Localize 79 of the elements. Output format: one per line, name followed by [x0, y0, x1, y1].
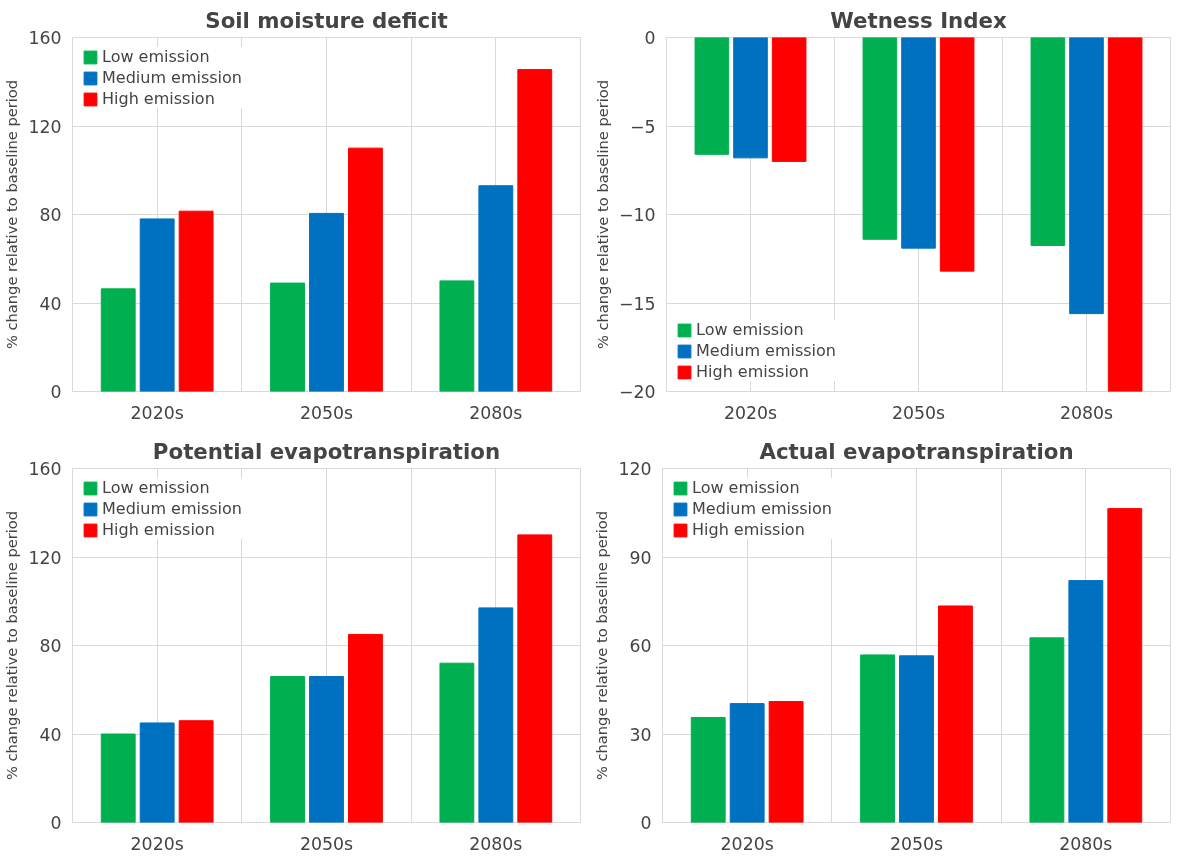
bar [478, 607, 514, 823]
bar [270, 675, 305, 823]
legend-label: Medium emission [696, 341, 836, 360]
y-tick-label: 160 [28, 28, 62, 48]
y-tick-label: 30 [629, 724, 652, 745]
y-tick-label: 120 [28, 547, 62, 568]
bar [270, 282, 305, 392]
bar [348, 633, 383, 823]
y-tick-label: 0 [50, 813, 62, 833]
y-tick-label: −5 [629, 116, 656, 137]
bar [139, 722, 175, 823]
y-tick-label: 80 [39, 205, 62, 225]
x-tick-label: 2020s [723, 402, 778, 423]
y-tick-label: 0 [50, 382, 62, 402]
legend-label: Low emission [696, 320, 804, 339]
legend-label: Low emission [102, 478, 210, 497]
y-tick-label: 120 [28, 116, 62, 137]
bar [938, 605, 973, 823]
bar [439, 280, 475, 392]
legend-label: Medium emission [102, 499, 242, 518]
y-tick-label: −10 [618, 205, 656, 225]
x-tick-label: 2020s [130, 833, 184, 854]
bar [178, 720, 214, 823]
legend-label: High emission [102, 89, 215, 108]
y-tick-label: 40 [39, 724, 62, 745]
bar [178, 210, 214, 392]
legend-label: Medium emission [692, 499, 832, 518]
bar [309, 675, 344, 823]
x-tick-label: 2080s [469, 833, 523, 854]
bar [768, 701, 804, 823]
y-axis-title: % change relative to baseline period [3, 510, 21, 781]
y-tick-label: 120 [618, 459, 652, 479]
bar [478, 185, 514, 392]
x-tick-label: 2080s [469, 402, 523, 423]
bar [517, 534, 553, 823]
y-axis-title: % change relative to baseline period [3, 79, 21, 350]
y-tick-label: −20 [618, 382, 656, 402]
x-tick-label: 2050s [299, 833, 354, 854]
y-tick-label: 0 [640, 813, 652, 833]
y-tick-label: 60 [629, 636, 652, 656]
bar [100, 288, 136, 392]
bar [100, 733, 136, 823]
bar [517, 69, 553, 392]
x-tick-label: 2080s [1059, 833, 1113, 854]
y-tick-label: 80 [39, 636, 62, 656]
bar [309, 212, 344, 392]
y-axis-title: % change relative to baseline period [593, 510, 611, 781]
bar [348, 147, 383, 392]
bar [1029, 637, 1065, 823]
chart-title: Wetness Index [830, 7, 1007, 33]
y-tick-label: 0 [644, 28, 656, 48]
chart-title: Actual evapotranspiration [759, 438, 1074, 464]
bar [1068, 580, 1104, 823]
legend-label: Low emission [692, 478, 800, 497]
legend-label: Low emission [102, 47, 210, 66]
bar [899, 655, 934, 823]
y-tick-label: −15 [618, 293, 656, 314]
x-tick-label: 2050s [889, 833, 944, 854]
bar [729, 703, 765, 823]
y-axis-title: % change relative to baseline period [593, 79, 611, 350]
chart-title: Soil moisture deficit [205, 7, 448, 33]
bar [439, 662, 475, 823]
x-tick-label: 2080s [1059, 402, 1114, 423]
x-tick-label: 2020s [130, 402, 184, 423]
bar [1107, 508, 1143, 823]
bar [860, 654, 895, 823]
y-tick-label: 160 [28, 459, 62, 479]
x-tick-label: 2020s [720, 833, 774, 854]
chart-title: Potential evapotranspiration [152, 438, 501, 464]
x-tick-label: 2050s [891, 402, 946, 423]
y-tick-label: 40 [39, 293, 62, 314]
bar [139, 218, 175, 392]
legend-label: High emission [102, 520, 215, 539]
x-tick-label: 2050s [299, 402, 354, 423]
bar [690, 716, 726, 823]
legend-label: High emission [692, 520, 805, 539]
legend-label: Medium emission [102, 68, 242, 87]
y-tick-label: 90 [629, 547, 652, 568]
legend-label: High emission [696, 362, 809, 381]
